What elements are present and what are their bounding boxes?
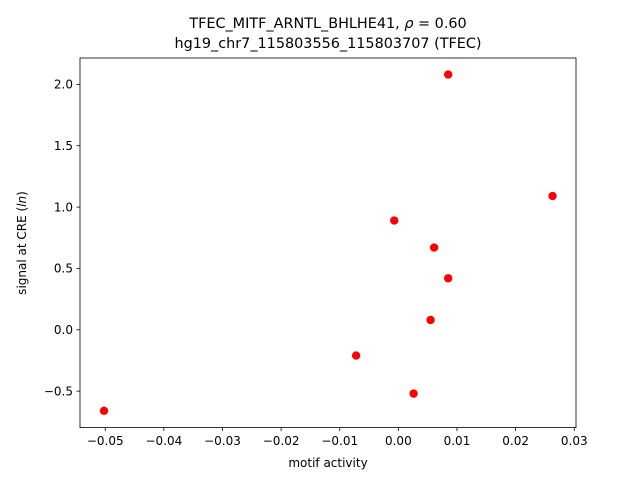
y-tick-label: 2.0 <box>54 78 73 92</box>
data-point-0 <box>443 70 453 79</box>
x-tick-label: −0.04 <box>145 434 182 448</box>
y-axis-ticks: −0.5 0.0 0.5 1.0 1.5 2.0 <box>44 78 80 398</box>
data-point-1 <box>548 191 557 201</box>
data-points <box>99 70 557 415</box>
x-tick-label: −0.05 <box>87 434 124 448</box>
x-tick-label: 0.03 <box>561 434 588 448</box>
data-point-8 <box>99 406 109 415</box>
y-tick-label: 0.5 <box>54 262 73 276</box>
y-tick-label: 0.0 <box>54 323 73 337</box>
x-tick-label: 0.02 <box>502 434 529 448</box>
axes-frame <box>79 57 577 429</box>
data-point-2 <box>390 216 399 225</box>
x-tick-label: −0.03 <box>204 434 241 448</box>
y-tick-label: −0.5 <box>44 384 73 398</box>
x-axis-ticks: −0.05 −0.04 −0.03 −0.02 −0.01 0.00 0.01 0.02 0.0… <box>87 427 588 448</box>
data-point-4 <box>443 274 453 283</box>
chart-title: TFEC_MITF_ARNTL_BHLHE41, ρ = 0.60 <box>188 16 466 32</box>
x-tick-label: 0.01 <box>444 434 471 448</box>
data-point-5 <box>426 315 435 325</box>
x-tick-label: 0.00 <box>385 434 412 448</box>
y-tick-label: 1.0 <box>54 200 73 214</box>
data-point-6 <box>351 351 361 360</box>
x-tick-label: −0.02 <box>263 434 300 448</box>
y-axis-label: signal at CRE (ln) <box>15 191 29 295</box>
x-tick-label: −0.01 <box>321 434 358 448</box>
data-point-3 <box>429 243 439 252</box>
y-tick-label: 1.5 <box>54 139 73 153</box>
data-point-7 <box>409 389 418 398</box>
plot-area <box>79 57 577 429</box>
x-axis-label: motif activity <box>288 456 367 470</box>
chart-subtitle: hg19_chr7_115803556_115803707 (TFEC) <box>174 36 481 52</box>
